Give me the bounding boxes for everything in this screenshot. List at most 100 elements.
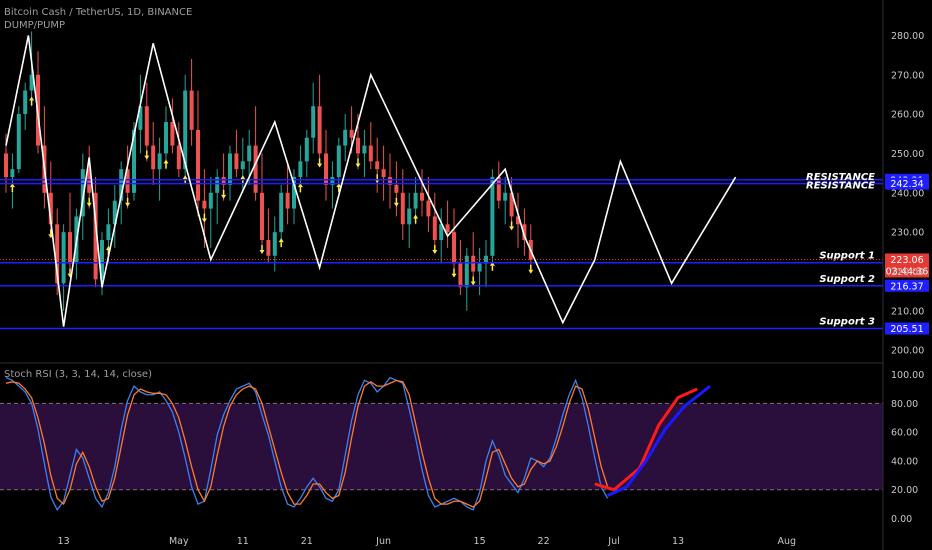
arrow-down-icon [221, 194, 227, 199]
candle-body [196, 129, 200, 201]
candle-body [407, 208, 412, 225]
candle-body [509, 192, 514, 217]
rsi-tick-label: 20.00 [891, 485, 918, 496]
support-label: Support 2 [819, 274, 875, 285]
time-tick-label: Jul [607, 536, 619, 547]
candle-body [151, 145, 156, 170]
drawn-red-curve [594, 387, 698, 492]
arrow-down-icon [509, 226, 515, 231]
price-tick-label: 210.00 [891, 306, 924, 317]
candle-body [48, 192, 53, 225]
candle-body [253, 145, 258, 193]
candle-body [432, 216, 437, 241]
candle-body [362, 145, 367, 154]
candle-body [503, 192, 508, 201]
candle-body [221, 177, 226, 185]
stoch-rsi-title: Stoch RSI (3, 3, 14, 14, close) [4, 369, 152, 380]
candle-body [445, 224, 450, 233]
arrow-up-icon [489, 261, 495, 266]
arrow-down-icon [528, 269, 534, 274]
current-price-tag [885, 253, 929, 278]
candle-body [234, 153, 239, 170]
candle-body [240, 161, 245, 170]
arrow-down-icon [201, 218, 207, 223]
candle-body [112, 200, 117, 225]
rsi-tick-label: 0.00 [891, 514, 912, 525]
price-tick-label: 230.00 [891, 228, 924, 239]
candle-body [208, 192, 213, 209]
candle-body [144, 106, 149, 146]
arrow-down-icon [355, 163, 361, 168]
rsi-tick-label: 80.00 [891, 399, 918, 410]
price-tick-label: 200.00 [891, 346, 924, 357]
candle-body [61, 232, 66, 284]
time-tick-label: 15 [474, 536, 486, 547]
level-price-tag-text: 242.34 [890, 179, 923, 190]
candle-body [298, 161, 303, 178]
candle-body [80, 169, 85, 217]
candle-body [439, 224, 444, 241]
resistance-label: RESISTANCE [806, 181, 875, 192]
candle-body [477, 263, 482, 272]
candle-body [87, 169, 92, 193]
arrow-down-icon [259, 250, 265, 255]
arrow-down-icon [317, 163, 323, 168]
price-tick-label: 270.00 [891, 70, 924, 81]
candle-body [368, 145, 373, 162]
candle-body [176, 145, 181, 170]
arrow-up-icon [413, 214, 419, 219]
candle-body [68, 232, 72, 264]
candle-body [458, 263, 463, 288]
candle-body [464, 255, 469, 288]
candle-body [343, 129, 348, 146]
arrow-down-icon [86, 202, 92, 207]
candle-body [183, 90, 188, 170]
arrow-down-icon [432, 250, 438, 255]
candle-body [125, 169, 130, 193]
indicator-title: DUMP/PUMP [4, 20, 66, 31]
support-label: Support 3 [819, 317, 875, 328]
candle-body [400, 192, 405, 225]
candle-body [189, 90, 194, 130]
candle-body [157, 153, 162, 170]
stoch-k-line [5, 376, 609, 512]
candle-body [215, 177, 220, 193]
stoch-rsi-pane[interactable] [0, 376, 883, 512]
arrow-down-icon [125, 202, 131, 207]
current-price-value: 223.06 [890, 255, 923, 266]
time-tick-label: 13 [672, 536, 684, 547]
price-tick-label: 280.00 [891, 31, 924, 42]
countdown-value: 03:44:36 [886, 266, 929, 277]
candle-body [317, 106, 322, 154]
candle-body [55, 224, 60, 284]
candle-body [452, 232, 456, 264]
candle-body [381, 169, 386, 178]
time-tick-label: May [169, 536, 189, 547]
candle-body [490, 177, 495, 256]
candle-body [119, 169, 124, 201]
candle-body [247, 145, 252, 162]
candle-body [394, 184, 399, 193]
time-tick-label: Aug [778, 536, 797, 547]
candle-body [170, 121, 175, 146]
arrow-up-icon [9, 183, 15, 188]
arrow-up-icon [297, 183, 303, 188]
candle-body [93, 192, 98, 280]
candle-body [311, 106, 316, 138]
arrow-up-icon [163, 159, 169, 164]
candle-body [266, 240, 271, 256]
candle-body [228, 153, 232, 185]
candle-body [202, 200, 207, 209]
level-price-tag-text: 205.51 [890, 324, 923, 335]
candle-body [29, 74, 34, 91]
symbol-title: Bitcoin Cash / TetherUS, 1D, BINANCE [4, 7, 193, 18]
candle-body [324, 153, 328, 185]
price-tick-label: 240.00 [891, 188, 924, 199]
time-tick-label: 22 [538, 536, 550, 547]
time-tick-label: 21 [301, 536, 313, 547]
candle-body [23, 90, 28, 115]
arrow-down-icon [451, 273, 457, 278]
candle-body [496, 177, 501, 201]
